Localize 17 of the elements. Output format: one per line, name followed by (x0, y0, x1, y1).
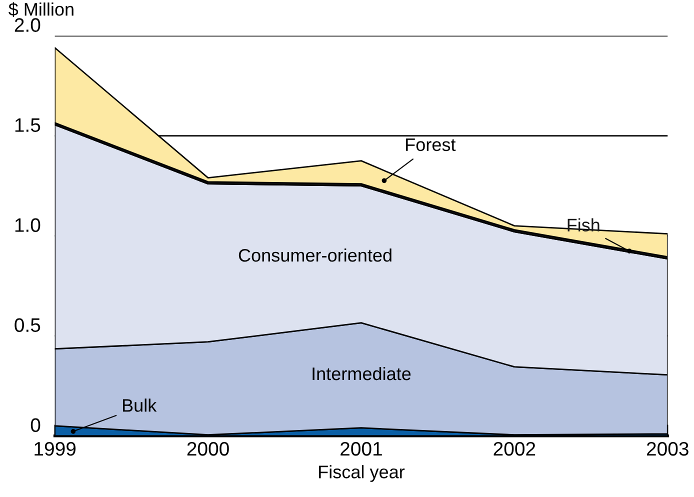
series-label: Consumer-oriented (238, 248, 392, 262)
y-axis-title: $ Million (8, 2, 74, 17)
y-tick-label: 0.5 (14, 318, 40, 332)
y-tick-label: 0 (30, 418, 40, 432)
x-tick-label: 2003 (646, 442, 688, 456)
y-tick-label: 1.5 (15, 118, 40, 132)
x-tick-label: 2000 (187, 442, 229, 456)
y-tick-label: 2.0 (14, 18, 40, 32)
series-label: Bulk (123, 398, 157, 412)
series-label: Intermediate (312, 366, 411, 380)
y-tick-label: 1.0 (15, 218, 40, 232)
x-tick-label: 1999 (34, 442, 76, 456)
x-axis-title: Fiscal year (319, 465, 405, 482)
series-label: Forest (406, 138, 456, 152)
series-label: Fish (568, 218, 600, 232)
x-tick-label: 2002 (494, 442, 536, 456)
x-tick-label: 2001 (340, 442, 382, 456)
